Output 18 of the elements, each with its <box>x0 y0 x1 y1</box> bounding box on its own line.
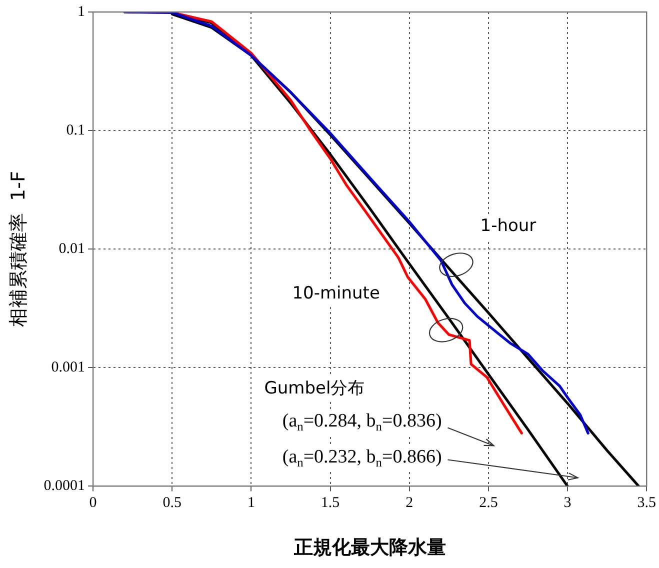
y-tick-label: 0.1 <box>66 122 86 138</box>
annotation: 1-hour <box>480 216 536 236</box>
y-tick-label: 0.001 <box>51 360 86 376</box>
y-tick-label: 0.01 <box>58 241 86 258</box>
x-tick-label: 1 <box>247 495 255 512</box>
annotation: 10-minute <box>292 284 380 304</box>
y-axis-title: 相補累積確率 1-F <box>7 171 30 328</box>
x-tick-label: 0.5 <box>162 495 182 512</box>
x-tick-label: 2 <box>406 495 414 512</box>
x-axis-title: 正規化最大降水量 <box>292 536 446 559</box>
annotation: Gumbel分布 <box>264 378 365 398</box>
x-tick-label: 0 <box>89 495 97 512</box>
y-tick-label: 0.0001 <box>44 478 86 494</box>
y-tick-label: 1 <box>78 4 86 20</box>
x-tick-label: 1.5 <box>320 495 340 512</box>
x-tick-label: 2.5 <box>479 495 498 512</box>
x-tick-label: 3 <box>564 495 572 512</box>
x-tick-label: 3.5 <box>637 495 656 512</box>
